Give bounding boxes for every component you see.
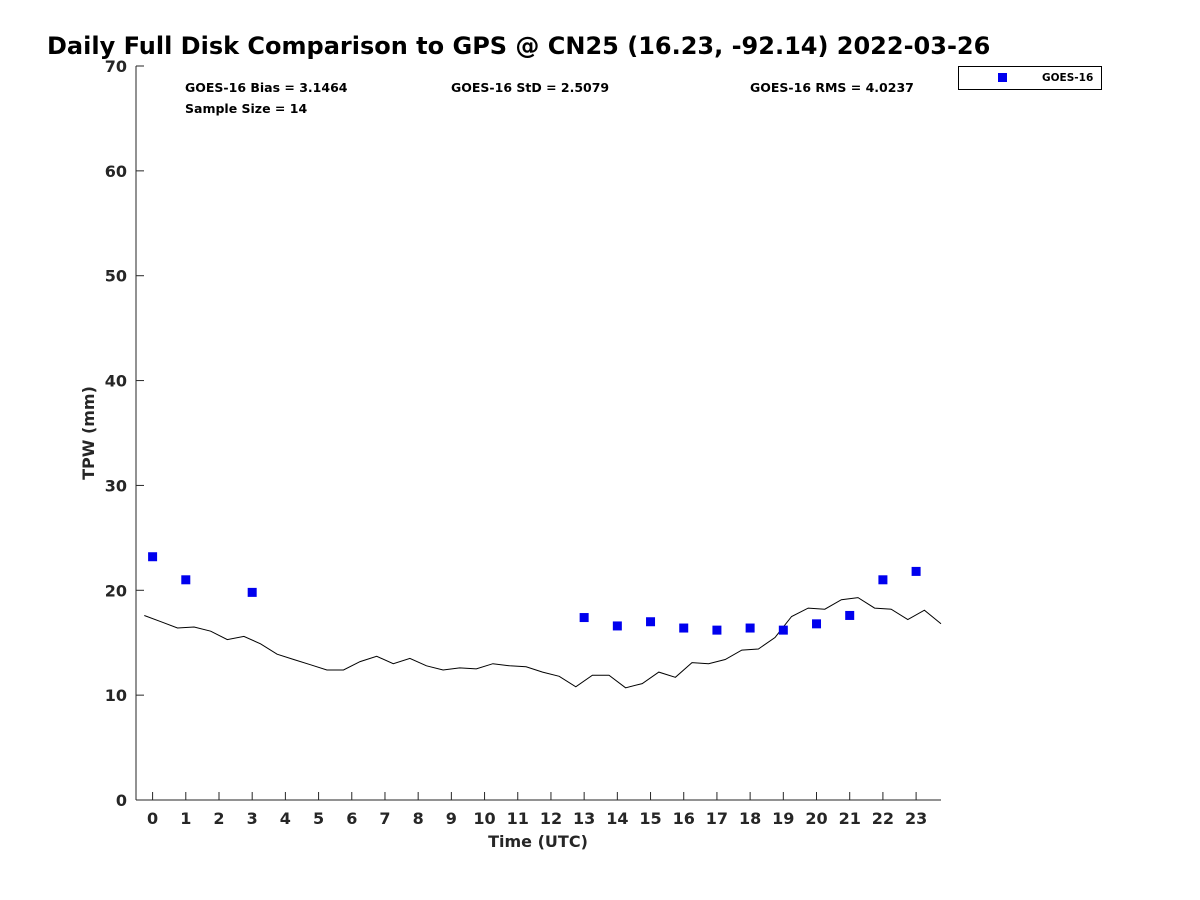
goes-16-point: [679, 623, 689, 633]
y-axis-label: TPW (mm): [79, 386, 98, 480]
x-tick-label: 20: [805, 809, 827, 828]
goes-16-point: [646, 617, 656, 627]
legend: GOES-16: [958, 66, 1102, 90]
legend-box: [958, 66, 1102, 90]
y-tick-label: 60: [105, 162, 127, 181]
x-tick-label: 10: [473, 809, 495, 828]
goes-16-point: [745, 623, 755, 633]
x-tick-label: 13: [573, 809, 595, 828]
x-tick-label: 17: [706, 809, 728, 828]
goes-16-point: [247, 587, 257, 597]
y-tick-label: 0: [116, 791, 127, 810]
goes-16-points: [148, 552, 921, 635]
std-stat: GOES-16 StD = 2.5079: [451, 80, 609, 95]
bias-stat: GOES-16 Bias = 3.1464: [185, 80, 348, 95]
y-tick-label: 50: [105, 267, 127, 286]
x-tick-label: 23: [905, 809, 927, 828]
x-tick-label: 21: [839, 809, 861, 828]
x-tick-label: 0: [147, 809, 158, 828]
x-tick-label: 16: [673, 809, 695, 828]
stats-block: GOES-16 Bias = 3.1464 GOES-16 StD = 2.50…: [185, 80, 914, 116]
legend-label: GOES-16: [1042, 72, 1093, 84]
chart-title: Daily Full Disk Comparison to GPS @ CN25…: [47, 32, 990, 60]
goes-16-point: [812, 619, 822, 629]
goes-16-point: [579, 613, 589, 623]
x-tick-label: 11: [507, 809, 529, 828]
x-tick-label: 12: [540, 809, 562, 828]
gps-line: [144, 597, 942, 689]
y-tick-label: 40: [105, 372, 127, 391]
x-tick-label: 9: [446, 809, 457, 828]
y-tick-label: 70: [105, 57, 127, 76]
rms-stat: GOES-16 RMS = 4.0237: [750, 80, 914, 95]
goes-16-point: [612, 621, 622, 631]
y-tick-label: 20: [105, 581, 127, 600]
sample-size-stat: Sample Size = 14: [185, 101, 307, 116]
x-tick-label: 14: [606, 809, 628, 828]
x-tick-label: 19: [772, 809, 794, 828]
goes-16-point: [148, 552, 158, 562]
x-tick-label: 15: [639, 809, 661, 828]
x-tick-label: 5: [313, 809, 324, 828]
goes-16-point: [712, 625, 722, 635]
goes-16-point: [911, 566, 921, 576]
x-axis-label: Time (UTC): [488, 832, 588, 851]
y-tick-label: 30: [105, 476, 127, 495]
legend-marker: [998, 73, 1007, 82]
x-tick-label: 8: [413, 809, 424, 828]
x-tick-label: 1: [180, 809, 191, 828]
x-tick-label: 18: [739, 809, 761, 828]
x-tick-label: 2: [213, 809, 224, 828]
goes-16-point: [878, 575, 888, 585]
gps-series-line: [144, 597, 942, 689]
y-tick-label: 10: [105, 686, 127, 705]
x-tick-label: 7: [379, 809, 390, 828]
x-tick-label: 22: [872, 809, 894, 828]
goes-16-point: [778, 625, 788, 635]
x-tick-label: 3: [247, 809, 258, 828]
x-tick-label: 4: [280, 809, 291, 828]
goes-16-point: [181, 575, 191, 585]
goes-16-point: [845, 610, 855, 620]
x-tick-label: 6: [346, 809, 357, 828]
